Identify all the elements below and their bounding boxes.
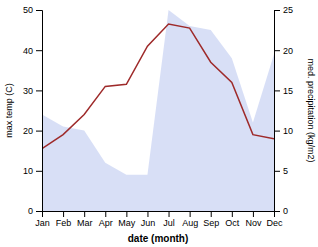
- tick-label: 30: [23, 86, 33, 96]
- tick: 30: [23, 86, 42, 96]
- tick-label: Apr: [99, 218, 113, 228]
- axis-line: [36, 11, 43, 212]
- tick-mark: [211, 211, 212, 217]
- tick: 10: [274, 126, 293, 136]
- y2-axis-title: med. precipitation (kg/m2): [306, 58, 316, 162]
- tick: Feb: [56, 211, 72, 228]
- tick-mark: [274, 131, 280, 132]
- tick: 5: [274, 166, 288, 176]
- tick-mark: [36, 50, 42, 51]
- tick-mark: [169, 211, 170, 217]
- tick: Jun: [141, 211, 156, 228]
- tick: Dec: [266, 211, 283, 228]
- y2-axis: 0 5 10 15 20 25: [274, 5, 293, 216]
- tick-mark: [36, 10, 42, 11]
- tick-label: Mar: [77, 218, 93, 228]
- tick-mark: [274, 90, 280, 91]
- tick: Jan: [35, 211, 50, 228]
- chart: JanFebMarAprMayJunJulAugSepOctNovDec0102…: [0, 0, 318, 247]
- tick: Mar: [77, 211, 93, 228]
- y-axis-title: max temp (C): [4, 83, 14, 138]
- tick-label: 0: [283, 206, 288, 216]
- tick-mark: [274, 211, 280, 212]
- tick: Apr: [99, 211, 113, 228]
- tick-mark: [126, 211, 127, 217]
- tick-label: 40: [23, 46, 33, 56]
- tick: Nov: [245, 211, 262, 228]
- tick: 15: [274, 86, 293, 96]
- tick: Oct: [225, 211, 240, 228]
- marks: [42, 10, 274, 211]
- tick-label: 10: [23, 166, 33, 176]
- tick-label: Feb: [56, 218, 72, 228]
- tick-mark: [274, 10, 280, 11]
- tick-label: 10: [283, 126, 293, 136]
- tick: 25: [274, 5, 293, 15]
- tick-mark: [190, 211, 191, 217]
- tick-label: 5: [283, 166, 288, 176]
- tick: 0: [274, 206, 288, 216]
- axis-line: [43, 212, 275, 218]
- tick-label: 20: [23, 126, 33, 136]
- tick: Aug: [182, 211, 198, 228]
- tick-mark: [274, 50, 280, 51]
- tick-label: Jun: [141, 218, 156, 228]
- plot: JanFebMarAprMayJunJulAugSepOctNovDec0102…: [4, 5, 316, 244]
- tick-mark: [274, 171, 280, 172]
- tick-label: Jan: [35, 218, 50, 228]
- tick-mark: [36, 171, 42, 172]
- x-axis-title: date (month): [128, 233, 189, 244]
- tick-mark: [36, 211, 42, 212]
- tick-label: 25: [283, 5, 293, 15]
- tick: Jul: [163, 211, 175, 228]
- area: [42, 10, 274, 211]
- tick: 0: [28, 206, 42, 216]
- tick-label: Sep: [203, 218, 219, 228]
- tick-label: 15: [283, 86, 293, 96]
- tick-label: 20: [283, 46, 293, 56]
- tick-label: May: [118, 218, 136, 228]
- axis-line: [275, 11, 281, 212]
- tick: 40: [23, 46, 42, 56]
- line: [42, 24, 274, 149]
- tick-mark: [36, 90, 42, 91]
- y-axis: 0 10 20 30 40 50: [23, 5, 43, 216]
- tick: 10: [23, 166, 42, 176]
- tick-mark: [147, 211, 148, 217]
- x-axis: Jan Feb Mar Apr May Jun Jul Aug Sep Oct Nov Dec: [35, 211, 283, 228]
- tick-label: Oct: [225, 218, 240, 228]
- tick-label: 0: [28, 206, 33, 216]
- tick: 20: [274, 46, 293, 56]
- tick-mark: [63, 211, 64, 217]
- tick-label: Dec: [266, 218, 283, 228]
- tick: 50: [23, 5, 42, 15]
- tick-label: Jul: [163, 218, 175, 228]
- tick-label: Aug: [182, 218, 198, 228]
- tick-mark: [84, 211, 85, 217]
- tick-label: Nov: [245, 218, 262, 228]
- tick-mark: [36, 131, 42, 132]
- tick: 20: [23, 126, 42, 136]
- tick-label: 50: [23, 5, 33, 15]
- tick: Sep: [203, 211, 219, 228]
- tick: May: [118, 211, 136, 228]
- tick-mark: [105, 211, 106, 217]
- tick-mark: [253, 211, 254, 217]
- tick-mark: [232, 211, 233, 217]
